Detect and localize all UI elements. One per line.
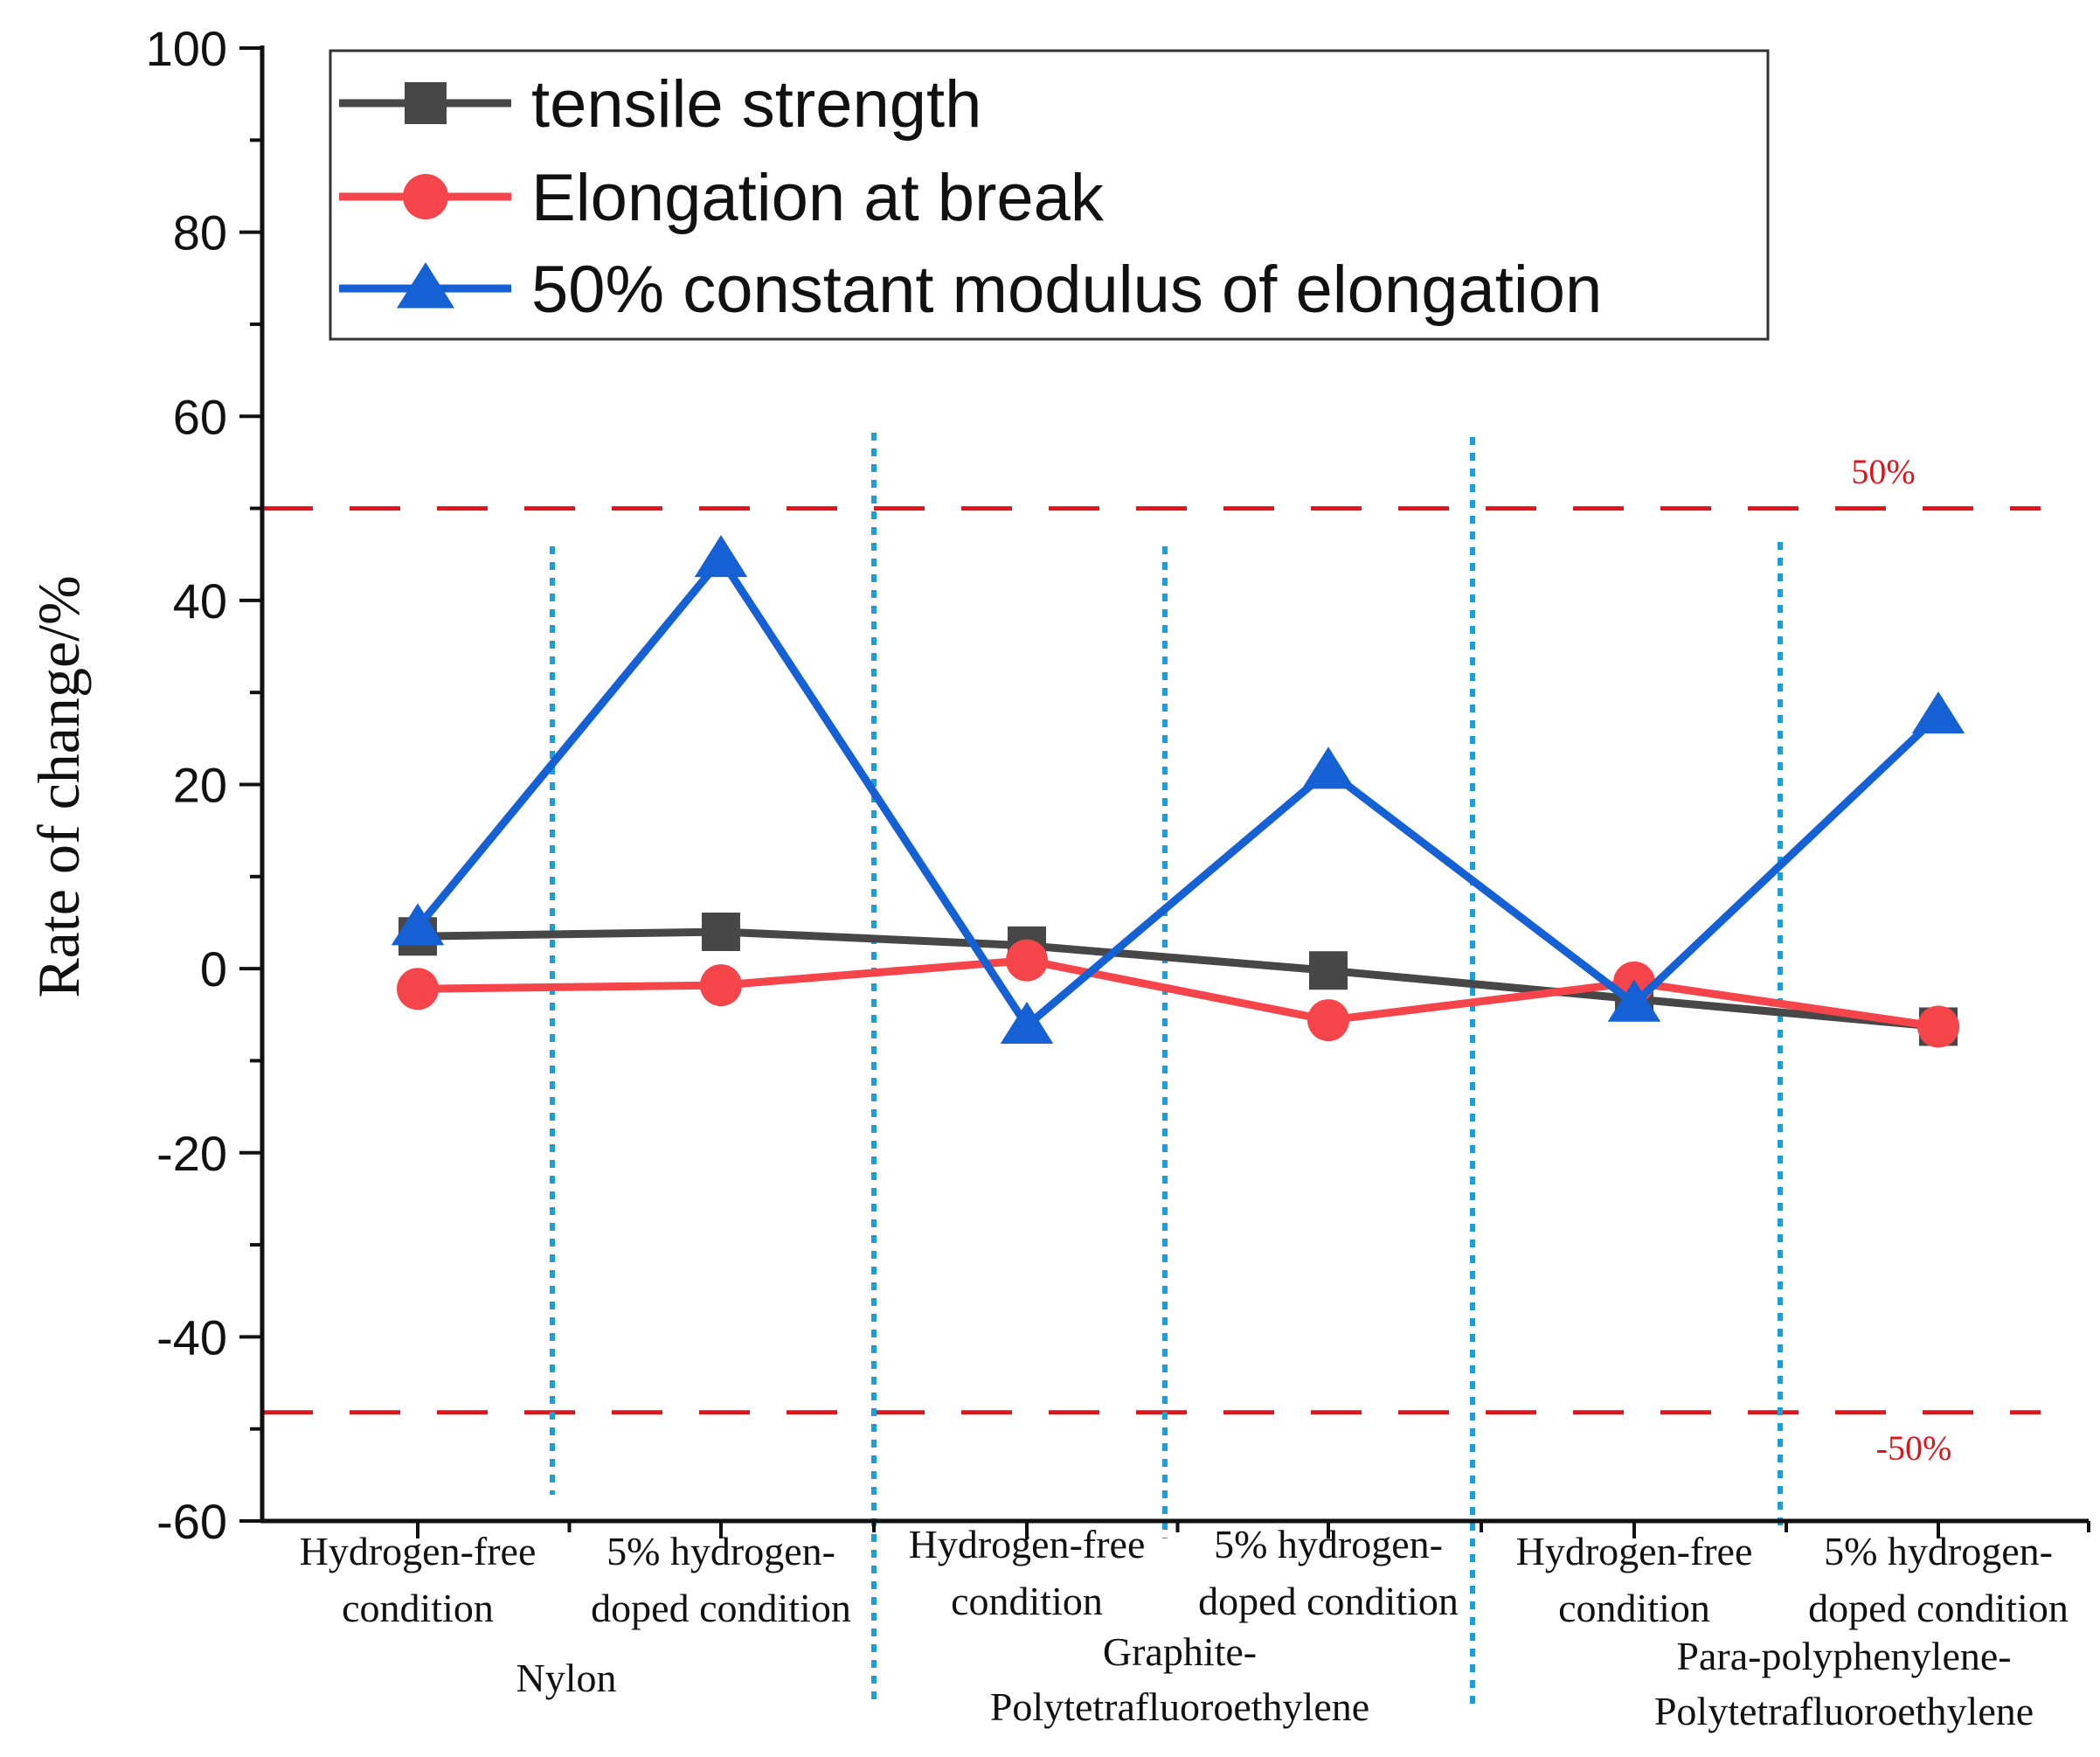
legend: tensile strength Elongation at break 50% c… <box>329 49 1770 341</box>
category-label-0-line-0: Hydrogen-free <box>300 1529 537 1573</box>
y-tick-label: -60 <box>156 1494 227 1549</box>
legend-marker-0 <box>405 82 447 124</box>
y-tick-label: 20 <box>173 758 227 813</box>
category-label-0-line-1: condition <box>342 1586 494 1630</box>
x-category-labels: Hydrogen-free condition 5% hydrogen-doped … <box>300 1522 2069 1630</box>
y-tick-label: 40 <box>173 573 227 628</box>
data-point-2-3 <box>1301 747 1355 789</box>
category-label-2-line-0: Hydrogen-free <box>909 1522 1146 1566</box>
category-label-2-line-1: condition <box>951 1579 1103 1623</box>
group-label-2-line-0: Para-polyphenylene- <box>1676 1634 2011 1678</box>
series-line-0 <box>417 927 1939 1031</box>
data-point-1-5 <box>1917 1005 1959 1048</box>
legend-marker-1 <box>403 174 448 219</box>
category-label-1-line-0: 5% hydrogen- <box>606 1529 835 1573</box>
category-label-4-line-0: Hydrogen-free <box>1516 1529 1753 1573</box>
category-label-3-line-1: doped condition <box>1198 1579 1459 1623</box>
y-tick-label: 0 <box>200 941 227 997</box>
data-point-2-2 <box>1000 1001 1054 1045</box>
y-tick-label: 60 <box>173 389 227 444</box>
series-1 <box>397 939 1959 1048</box>
y-tick-labels: 100 80 60 40 20 0 -20 -40 -60 <box>146 21 227 1549</box>
series-line-2 <box>414 552 1942 1032</box>
data-point-0-3 <box>1309 951 1348 990</box>
y-tick-label: -20 <box>156 1126 227 1181</box>
x-group-labels: Nylon Graphite- Polytetrafluoroethylene Par… <box>516 1629 2034 1733</box>
group-dividers <box>550 433 1783 1705</box>
reference-lines: 50% -50% <box>262 452 2041 1468</box>
data-point-2-1 <box>694 534 748 578</box>
legend-marker-2 <box>397 262 454 309</box>
y-tick-label: 80 <box>173 205 227 260</box>
legend-box <box>329 49 1770 341</box>
data-point-2-4 <box>1607 979 1661 1022</box>
data-point-1-2 <box>1006 939 1048 982</box>
category-label-3-line-0: 5% hydrogen- <box>1214 1522 1443 1566</box>
series-layer <box>391 534 1965 1048</box>
group-label-1-line-1: Polytetrafluoroethylene <box>990 1684 1369 1729</box>
group-label-1-line-0: Graphite- <box>1103 1629 1257 1674</box>
data-point-1-1 <box>700 964 742 1007</box>
series-line-1 <box>417 956 1939 1031</box>
series-0 <box>399 913 1958 1046</box>
group-label-0-line-0: Nylon <box>516 1656 617 1700</box>
group-label-2-line-1: Polytetrafluoroethylene <box>1654 1689 2034 1733</box>
data-point-1-0 <box>397 968 439 1010</box>
category-label-5-line-1: doped condition <box>1808 1586 2069 1630</box>
data-point-0-1 <box>702 913 740 951</box>
axes <box>239 45 2090 1538</box>
y-axis-label: Rate of change/% <box>25 575 92 997</box>
legend-entry-1: Elongation at break <box>531 161 1105 235</box>
category-label-4-line-1: condition <box>1558 1586 1710 1630</box>
category-label-1-line-1: doped condition <box>591 1586 851 1630</box>
data-point-1-3 <box>1307 999 1349 1042</box>
y-tick-label: -40 <box>156 1309 227 1365</box>
reference-label-0: 50% <box>1851 452 1915 491</box>
legend-entry-2: 50% constant modulus of elongation <box>531 253 1602 327</box>
legend-entry-0: tensile strength <box>531 67 981 142</box>
data-point-2-0 <box>391 903 445 946</box>
series-2 <box>391 534 1965 1045</box>
reference-label-1: -50% <box>1876 1428 1952 1468</box>
category-label-5-line-0: 5% hydrogen- <box>1824 1529 2053 1573</box>
data-point-2-5 <box>1911 691 1965 734</box>
y-tick-label: 100 <box>146 21 227 76</box>
